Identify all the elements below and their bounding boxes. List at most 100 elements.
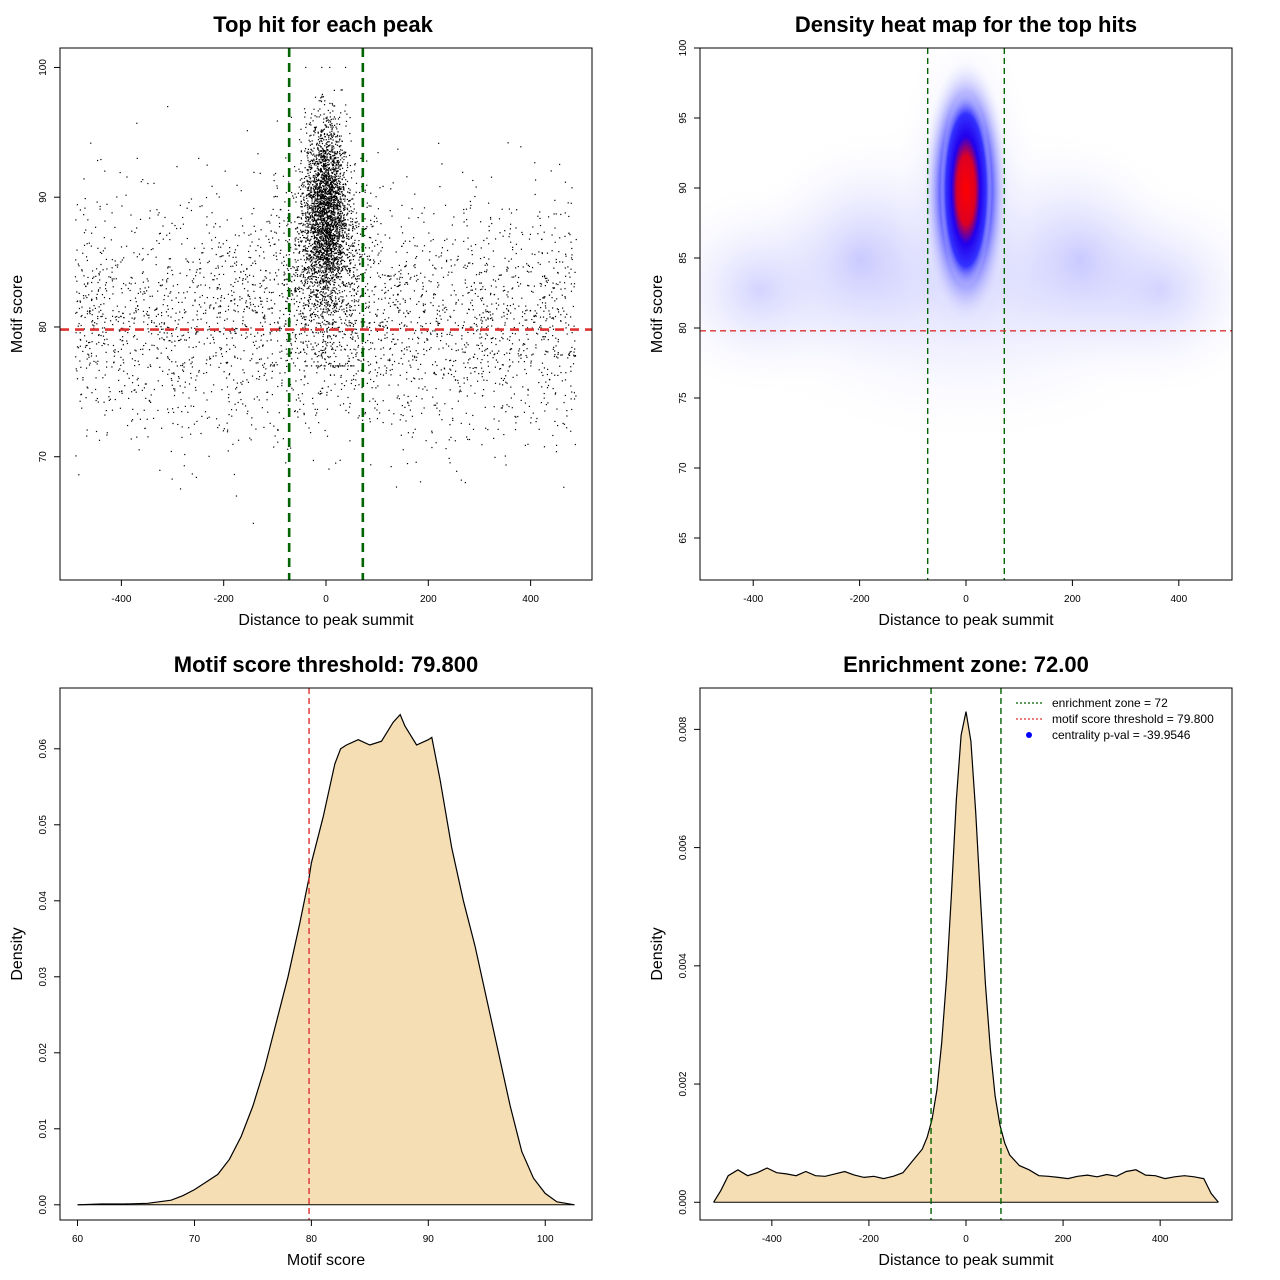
scatter-point: [486, 334, 488, 336]
scatter-point: [340, 374, 342, 377]
scatter-point: [212, 355, 214, 357]
scatter-point: [316, 194, 319, 196]
scatter-point: [235, 256, 237, 258]
scatter-point: [111, 315, 114, 317]
scatter-point: [544, 296, 546, 298]
scatter-point: [444, 204, 447, 206]
scatter-point: [146, 278, 148, 280]
scatter-point: [336, 236, 339, 238]
scatter-point: [206, 399, 208, 401]
scatter-point: [518, 350, 520, 352]
scatter-point: [537, 262, 539, 264]
scatter-point: [457, 255, 459, 257]
scatter-point: [467, 262, 470, 264]
scatter-point: [321, 256, 324, 259]
scatter-point: [138, 449, 140, 451]
scatter-point: [98, 341, 100, 344]
scatter-point: [547, 402, 549, 404]
scatter-point: [306, 334, 308, 337]
scatter-point: [313, 246, 315, 248]
scatter-point: [330, 118, 332, 121]
scatter-point: [330, 189, 332, 191]
scatter-point: [112, 293, 114, 295]
scatter-point: [326, 212, 328, 214]
scatter-point: [314, 248, 316, 250]
scatter-point: [569, 234, 571, 236]
scatter-point: [331, 146, 333, 148]
scatter-point: [196, 310, 198, 312]
scatter-point: [368, 349, 370, 351]
scatter-point: [319, 324, 322, 327]
scatter-point: [343, 240, 345, 242]
scatter-point: [411, 415, 413, 417]
scatter-point: [93, 327, 95, 329]
scatter-point: [104, 284, 107, 286]
scatter-point: [300, 141, 302, 143]
scatter-point: [321, 248, 323, 250]
scatter-point: [422, 388, 424, 390]
scatter-point: [530, 271, 532, 273]
scatter-point: [427, 339, 429, 341]
scatter-point: [336, 250, 339, 252]
scatter-point: [159, 284, 161, 286]
scatter-point: [564, 212, 566, 214]
scatter-point: [320, 283, 322, 285]
scatter-point: [326, 256, 329, 259]
scatter-point: [434, 330, 436, 332]
scatter-point: [317, 361, 319, 363]
scatter-point: [300, 341, 302, 343]
scatter-point: [329, 249, 331, 251]
scatter-point: [562, 261, 564, 263]
scatter-point: [335, 248, 337, 250]
scatter-point: [234, 262, 236, 264]
scatter-point: [171, 308, 174, 310]
scatter-point: [344, 198, 346, 200]
scatter-point: [75, 455, 77, 457]
scatter-point: [318, 229, 321, 231]
scatter-point: [517, 276, 520, 279]
scatter-point: [391, 266, 393, 269]
scatter-point: [217, 312, 220, 314]
scatter-point: [343, 158, 345, 161]
scatter-point: [326, 252, 329, 254]
scatter-point: [518, 361, 520, 363]
scatter-point: [321, 215, 323, 217]
scatter-point: [344, 208, 346, 211]
scatter-point: [309, 212, 311, 214]
scatter-point: [313, 134, 315, 136]
scatter-point: [556, 408, 558, 410]
scatter-point: [219, 256, 221, 258]
scatter-point: [333, 261, 335, 263]
scatter-point: [276, 258, 278, 261]
scatter-point: [322, 238, 325, 240]
scatter-point: [336, 192, 339, 194]
scatter-point: [311, 291, 313, 294]
scatter-point: [523, 411, 526, 413]
scatter-point: [219, 226, 221, 228]
scatter-point: [540, 327, 542, 329]
scatter-point: [464, 482, 466, 484]
scatter-point: [294, 410, 296, 412]
scatter-point: [85, 285, 87, 287]
scatter-point: [332, 270, 334, 272]
scatter-point: [258, 399, 260, 401]
scatter-point: [331, 195, 333, 197]
scatter-point: [242, 316, 244, 318]
scatter-point: [390, 374, 392, 376]
scatter-point: [349, 304, 351, 307]
scatter-point: [82, 294, 85, 297]
scatter-point: [382, 400, 384, 402]
scatter-point: [185, 311, 187, 313]
scatter-point: [493, 418, 495, 420]
scatter-point: [171, 361, 173, 363]
scatter-point: [116, 305, 118, 307]
scatter-point: [331, 207, 333, 210]
scatter-point: [517, 415, 519, 418]
scatter-point: [412, 432, 414, 434]
scatter-point: [424, 386, 426, 388]
scatter-point: [405, 260, 408, 263]
scatter-point: [347, 162, 349, 164]
scatter-point: [439, 186, 441, 188]
scatter-point: [326, 391, 328, 394]
scatter-point: [98, 334, 100, 336]
